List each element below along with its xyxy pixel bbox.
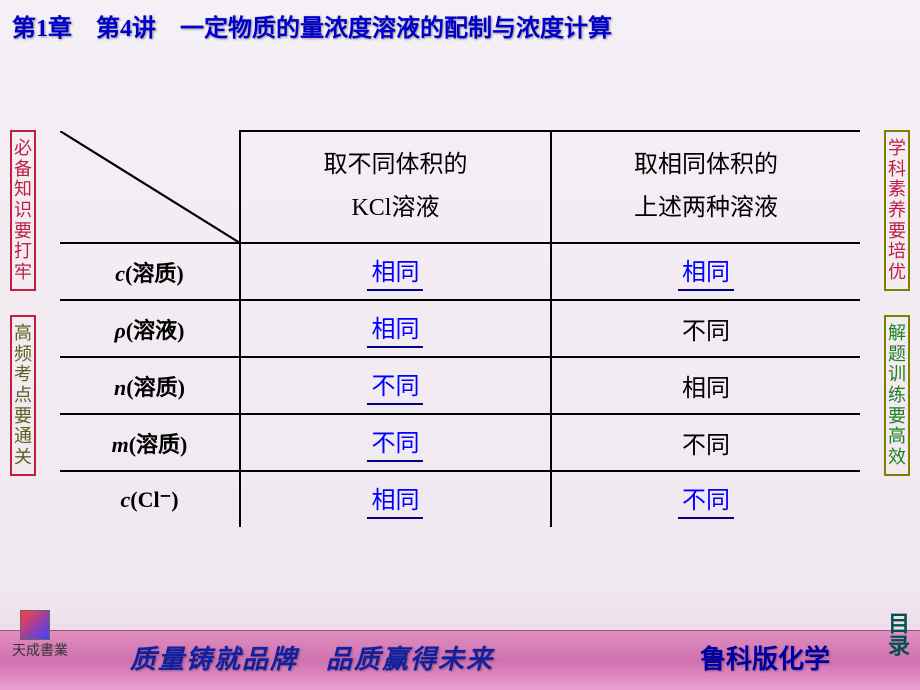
cell-col2: 不同 bbox=[551, 471, 860, 527]
cell-col2: 不同 bbox=[551, 300, 860, 357]
row-label: m(溶质) bbox=[60, 414, 240, 471]
col-header-2: 取相同体积的 上述两种溶液 bbox=[551, 131, 860, 243]
row-label: c(Cl⁻) bbox=[60, 471, 240, 527]
col1-line2: KCl溶液 bbox=[351, 195, 439, 221]
page-title: 第1章 第4讲 一定物质的量浓度溶液的配制与浓度计算 bbox=[0, 0, 920, 51]
comparison-table: 取不同体积的 KCl溶液 取相同体积的 上述两种溶液 c(溶质)相同相同ρ(溶液… bbox=[60, 130, 860, 527]
sidebar-right-top[interactable]: 学科素养要培优 bbox=[884, 130, 910, 291]
row-label: c(溶质) bbox=[60, 243, 240, 300]
col1-line1: 取不同体积的 bbox=[323, 152, 467, 178]
cell-col2: 不同 bbox=[551, 414, 860, 471]
col2-line1: 取相同体积的 bbox=[634, 152, 778, 178]
sidebar-right-bottom[interactable]: 解题训练要高效 bbox=[884, 315, 910, 476]
table-row: n(溶质)不同相同 bbox=[60, 357, 860, 414]
footer-slogan: 质量铸就品牌 品质赢得未来 bbox=[130, 639, 494, 676]
table-row: c(Cl⁻)相同不同 bbox=[60, 471, 860, 527]
publisher-name: 天成書業 bbox=[12, 640, 68, 660]
cell-col1: 不同 bbox=[240, 357, 551, 414]
row-label: ρ(溶液) bbox=[60, 300, 240, 357]
cell-col1: 不同 bbox=[240, 414, 551, 471]
col2-line2: 上述两种溶液 bbox=[634, 195, 778, 221]
row-label: n(溶质) bbox=[60, 357, 240, 414]
cell-col1: 相同 bbox=[240, 471, 551, 527]
table-corner-cell bbox=[60, 131, 240, 243]
cell-col1: 相同 bbox=[240, 243, 551, 300]
index-label: 目录 bbox=[886, 612, 908, 656]
index-button[interactable]: 目录 bbox=[886, 612, 908, 660]
col-header-1: 取不同体积的 KCl溶液 bbox=[240, 131, 551, 243]
sidebar-left-top[interactable]: 必备知识要打牢 bbox=[10, 130, 36, 291]
cell-col2: 相同 bbox=[551, 243, 860, 300]
publisher-logo-icon bbox=[20, 610, 50, 640]
table-row: c(溶质)相同相同 bbox=[60, 243, 860, 300]
table-row: ρ(溶液)相同不同 bbox=[60, 300, 860, 357]
footer-edition: 鲁科版化学 bbox=[700, 639, 830, 676]
cell-col1: 相同 bbox=[240, 300, 551, 357]
sidebar-left-bottom[interactable]: 高频考点要通关 bbox=[10, 315, 36, 476]
table-row: m(溶质)不同不同 bbox=[60, 414, 860, 471]
cell-col2: 相同 bbox=[551, 357, 860, 414]
